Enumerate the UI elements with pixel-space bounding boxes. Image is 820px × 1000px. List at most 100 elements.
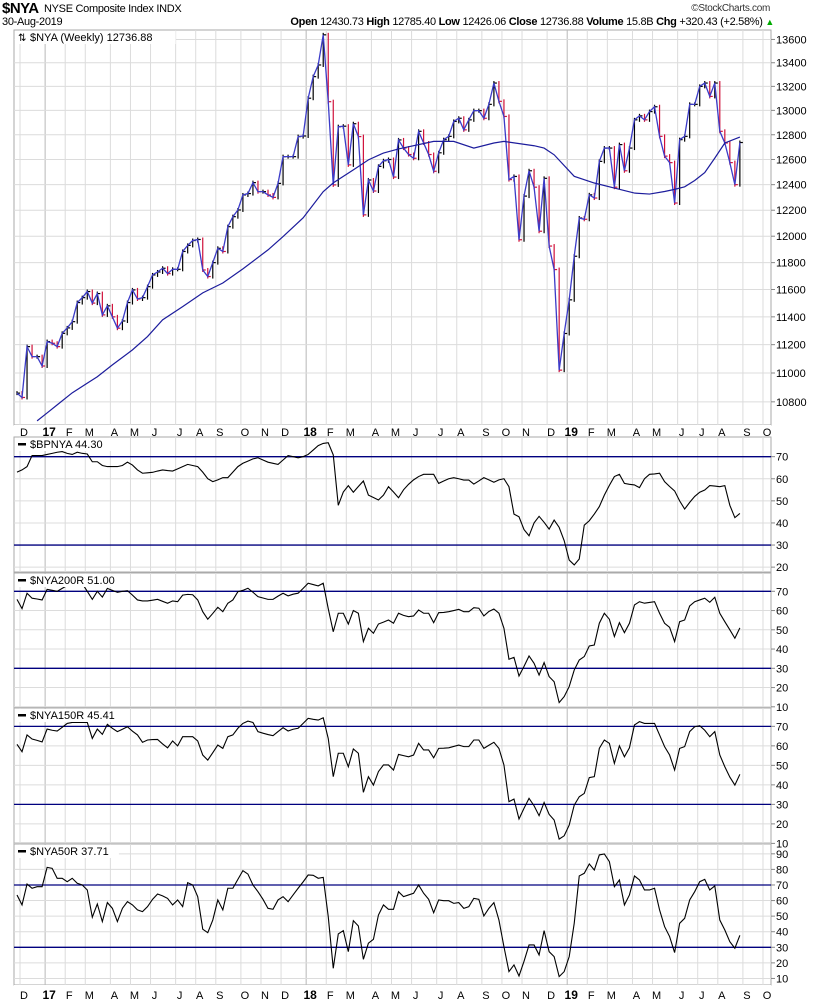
x-tick-label: A — [633, 427, 641, 439]
x-tick-label: J — [438, 427, 444, 439]
high-value: 12785.40 — [392, 16, 436, 28]
x-tick-label: M — [130, 427, 139, 439]
panel-frame — [13, 707, 772, 844]
x-tick-label: D — [547, 427, 555, 439]
x-axis-upper: D 17 F M A M J J A S O N D 18 F M A M J J A S O N D 19 F M A M J J A S O — [14, 425, 772, 439]
x-tick-label: O — [502, 990, 511, 1000]
y-tick-label: 20 — [776, 958, 788, 970]
legend-background — [15, 574, 126, 587]
x-tick-label: A — [372, 427, 380, 439]
y-tick-label: 13400 — [776, 58, 807, 70]
x-tick-label: F — [588, 427, 595, 439]
legend-background — [15, 845, 119, 858]
y-tick-label: 30 — [776, 663, 788, 675]
y-tick-label: 50 — [776, 625, 788, 637]
y-tick-label: 10 — [776, 702, 788, 714]
y-tick-label: 10 — [776, 838, 788, 850]
y-tick-label: 60 — [776, 606, 788, 618]
panel-frame — [13, 572, 772, 708]
legend-background — [15, 31, 176, 44]
copyright[interactable]: ©StockCharts.com — [691, 3, 770, 14]
y-tick-label: 20 — [776, 683, 788, 695]
y-tick-label: 11000 — [776, 368, 806, 380]
y-tick-label: 13200 — [776, 81, 807, 93]
close-label: Close — [508, 16, 538, 28]
x-tick-label: A — [718, 990, 726, 1000]
volume-value: 15.8B — [626, 16, 654, 28]
chg-label: Chg — [656, 16, 677, 28]
panel-legend-label: $NYA (Weekly) 12736.88 — [30, 32, 153, 44]
moving-average-line — [36, 136, 741, 422]
y-tick-label: 70 — [776, 586, 788, 598]
panel-legend-label: $NYA150R 45.41 — [30, 710, 115, 722]
x-tick-label: F — [327, 427, 334, 439]
x-tick-label: M — [652, 990, 661, 1000]
open-label: Open — [290, 16, 318, 28]
x-tick-label: F — [327, 990, 334, 1000]
nya200r-panel: 10 20 30 40 50 60 70 $NYA200R 51.00 — [13, 572, 788, 714]
legend-line-icon — [18, 714, 26, 717]
y-tick-label: 90 — [776, 849, 788, 861]
panel-frame — [13, 843, 772, 986]
price-close-line — [16, 34, 741, 399]
y-tick-label: 13600 — [776, 34, 807, 46]
x-tick-label: J — [413, 990, 419, 1000]
x-tick-label: D — [281, 990, 289, 1000]
x-tick-label: M — [130, 990, 139, 1000]
chg-value: +320.43 (+2.58%) — [679, 16, 763, 28]
x-tick-label: N — [522, 427, 530, 439]
y-tick-label: 70 — [776, 452, 788, 464]
chart-header-title-row: $NYA NYSE Composite Index INDX ©StockCha… — [0, 0, 820, 17]
y-tick-label: 13000 — [776, 105, 807, 117]
x-tick-label: S — [743, 990, 750, 1000]
open-value: 12430.73 — [320, 16, 364, 28]
y-tick-label: 60 — [776, 474, 788, 486]
x-tick-label: M — [85, 427, 94, 439]
low-value: 12426.06 — [462, 16, 506, 28]
x-axis-lower: D 17 F M A M J J A S O N D 18 F M A M J J A S O N D 19 F M A M J J A S O — [14, 985, 772, 1000]
y-tick-label: 12200 — [776, 205, 807, 217]
x-tick-label: J — [177, 427, 183, 439]
x-axis-band — [14, 985, 771, 1000]
y-tick-label: 70 — [776, 721, 788, 733]
x-tick-label: J — [699, 990, 705, 1000]
x-tick-label: O — [763, 427, 772, 439]
x-tick-label: J — [699, 427, 705, 439]
x-tick-label: M — [391, 990, 400, 1000]
x-tick-label: A — [457, 427, 465, 439]
legend-line-icon — [18, 850, 26, 853]
x-tick-label: 19 — [565, 425, 579, 439]
security-name: NYSE Composite Index INDX — [44, 3, 182, 15]
panel-legend-label: $NYA200R 51.00 — [30, 575, 115, 587]
y-tick-label: 70 — [776, 880, 788, 892]
indicator-line — [16, 442, 741, 566]
high-label: High — [366, 16, 390, 28]
x-tick-label: D — [281, 427, 289, 439]
x-tick-label: F — [588, 990, 595, 1000]
x-tick-label: A — [111, 990, 119, 1000]
nya50r-panel: 10 20 30 40 50 60 70 80 90 $NYA50R 37.71 — [13, 843, 788, 986]
volume-label: Volume — [586, 16, 624, 28]
y-tick-label: 40 — [776, 927, 788, 939]
x-tick-label: M — [607, 427, 616, 439]
y-tick-label: 11200 — [776, 340, 806, 352]
low-label: Low — [438, 16, 460, 28]
bar-chart-icon: ⇅ — [18, 33, 26, 44]
x-tick-label: M — [607, 990, 616, 1000]
y-tick-label: 30 — [776, 540, 788, 552]
indicator-line — [16, 716, 741, 840]
x-tick-label: J — [152, 427, 158, 439]
legend-background — [15, 709, 126, 722]
panel-legend-label: $BPNYA 44.30 — [30, 439, 103, 451]
x-tick-label: N — [261, 427, 269, 439]
x-tick-label: O — [763, 990, 772, 1000]
y-tick-label: 30 — [776, 799, 788, 811]
exchange: INDX — [156, 3, 182, 15]
y-tick-label: 20 — [776, 819, 788, 831]
legend-line-icon — [18, 443, 26, 446]
close-value: 12736.88 — [539, 16, 584, 28]
panel-legend-label: $NYA50R 37.71 — [30, 846, 109, 858]
y-tick-label: 12000 — [776, 231, 807, 243]
panel-frame — [13, 436, 772, 573]
y-tick-label: 60 — [776, 741, 788, 753]
